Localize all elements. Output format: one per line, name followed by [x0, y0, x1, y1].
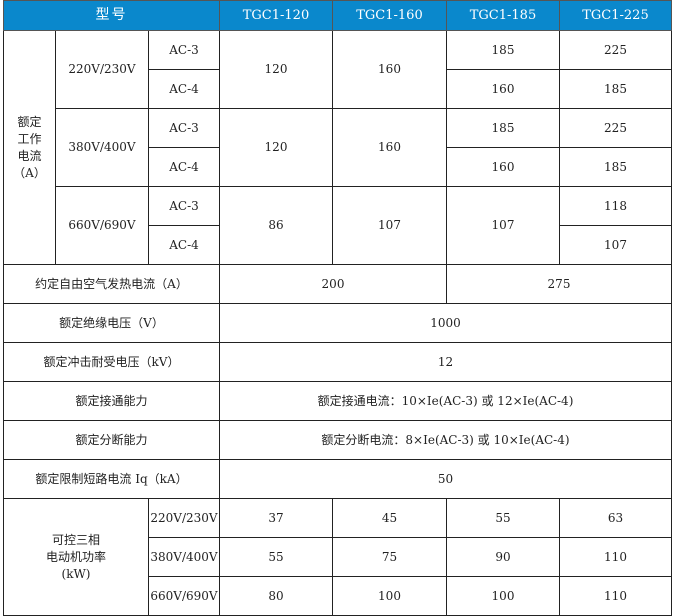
table-row: AC-4 160 185 [4, 69, 672, 109]
model-header: TGC1-185 [446, 0, 560, 31]
row-label: 额定冲击耐受电压（kV） [3, 342, 220, 382]
label-line: 工作 [17, 131, 42, 146]
value-cell: 90 [446, 537, 560, 577]
row-label: 额定分断能力 [3, 420, 220, 460]
category-cell: AC-3 [148, 30, 220, 70]
voltage-cell: 220V/230V [148, 498, 220, 538]
table-row: 额定限制短路电流 Iq（kA） 50 [3, 459, 672, 499]
value-cell: 185 [446, 108, 560, 148]
table-row: 380V/400V 55 75 90 110 [4, 537, 672, 577]
value-cell: 185 [559, 69, 672, 109]
value-cell: 107 [446, 186, 560, 265]
spec-table: 型号 TGC1-120 TGC1-160 TGC1-185 TGC1-225 额… [3, 0, 672, 616]
model-header: 型号 [3, 0, 220, 31]
value-cell: 185 [446, 30, 560, 70]
voltage-cell: 380V/400V [55, 108, 149, 187]
value-cell: 55 [219, 537, 333, 577]
value-cell: 100 [332, 576, 447, 616]
label-line: 可控三相 [51, 532, 100, 547]
table-row: 约定自由空气发热电流（A） 200 275 [3, 264, 672, 304]
label-line: (kW) [61, 566, 91, 581]
value-cell: 185 [559, 147, 672, 187]
value-cell: 120 [219, 30, 333, 109]
row-label: 约定自由空气发热电流（A） [3, 264, 220, 304]
table-row: 额定分断能力 额定分断电流：8×Ie(AC-3) 或 10×Ie(AC-4) [3, 420, 672, 460]
category-cell: AC-4 [148, 147, 220, 187]
label-line: 电流 [17, 148, 42, 163]
category-cell: AC-4 [148, 225, 220, 265]
value-cell: 63 [559, 498, 672, 538]
value-cell: 110 [559, 576, 672, 616]
value-cell: 160 [446, 147, 560, 187]
header-row: 型号 TGC1-120 TGC1-160 TGC1-185 TGC1-225 [3, 0, 672, 31]
label-line: 额定 [17, 114, 42, 129]
value-cell: 160 [332, 30, 447, 109]
table-row: 660V/690V 80 100 100 110 [4, 576, 672, 616]
rated-current-label: 额定 工作 电流 （A） [3, 30, 56, 265]
table-row: AC-4 160 185 [4, 147, 672, 187]
row-label: 额定绝缘电压（V） [3, 303, 220, 343]
value-cell: 45 [332, 498, 447, 538]
value-cell: 80 [219, 576, 333, 616]
table-row: AC-4 107 [4, 225, 672, 265]
value-cell: 225 [559, 108, 672, 148]
label-line: （A） [13, 165, 46, 180]
value-cell: 1000 [219, 303, 672, 343]
value-cell: 100 [446, 576, 560, 616]
model-header: TGC1-120 [219, 0, 333, 31]
table-row: 380V/400V AC-3 120 160 185 225 [4, 108, 672, 187]
value-cell: 200 [219, 264, 447, 304]
table-row: 额定 工作 电流 （A） 220V/230V AC-3 120 160 185 … [3, 30, 672, 265]
value-cell: 55 [446, 498, 560, 538]
value-cell: 37 [219, 498, 333, 538]
motor-power-label: 可控三相 电动机功率 (kW) [3, 498, 149, 616]
value-cell: 160 [332, 108, 447, 187]
voltage-cell: 660V/690V [148, 576, 220, 616]
value-cell: 额定分断电流：8×Ie(AC-3) 或 10×Ie(AC-4) [219, 420, 672, 460]
row-label: 额定接通能力 [3, 381, 220, 421]
value-cell: 75 [332, 537, 447, 577]
value-cell: 225 [559, 30, 672, 70]
label-line: 电动机功率 [45, 549, 106, 564]
category-cell: AC-3 [148, 108, 220, 148]
value-cell: 额定接通电流：10×Ie(AC-3) 或 12×Ie(AC-4) [219, 381, 672, 421]
voltage-cell: 380V/400V [148, 537, 220, 577]
value-cell: 107 [559, 225, 672, 265]
value-cell: 107 [332, 186, 447, 265]
value-cell: 118 [559, 186, 672, 226]
voltage-cell: 660V/690V [55, 186, 149, 265]
category-cell: AC-3 [148, 186, 220, 226]
value-cell: 160 [446, 69, 560, 109]
voltage-cell: 220V/230V [55, 30, 149, 109]
value-cell: 120 [219, 108, 333, 187]
table-row: 额定绝缘电压（V） 1000 [3, 303, 672, 343]
table-row: 660V/690V AC-3 86 107 107 118 [4, 186, 672, 265]
value-cell: 110 [559, 537, 672, 577]
row-label: 额定限制短路电流 Iq（kA） [3, 459, 220, 499]
table-row: 可控三相 电动机功率 (kW) 220V/230V 37 45 55 63 [3, 498, 672, 616]
table-row: 额定接通能力 额定接通电流：10×Ie(AC-3) 或 12×Ie(AC-4) [3, 381, 672, 421]
model-header: TGC1-160 [332, 0, 447, 31]
value-cell: 12 [219, 342, 672, 382]
category-cell: AC-4 [148, 69, 220, 109]
value-cell: 50 [219, 459, 672, 499]
table-row: 额定冲击耐受电压（kV） 12 [3, 342, 672, 382]
value-cell: 275 [446, 264, 672, 304]
value-cell: 86 [219, 186, 333, 265]
model-header: TGC1-225 [559, 0, 672, 31]
